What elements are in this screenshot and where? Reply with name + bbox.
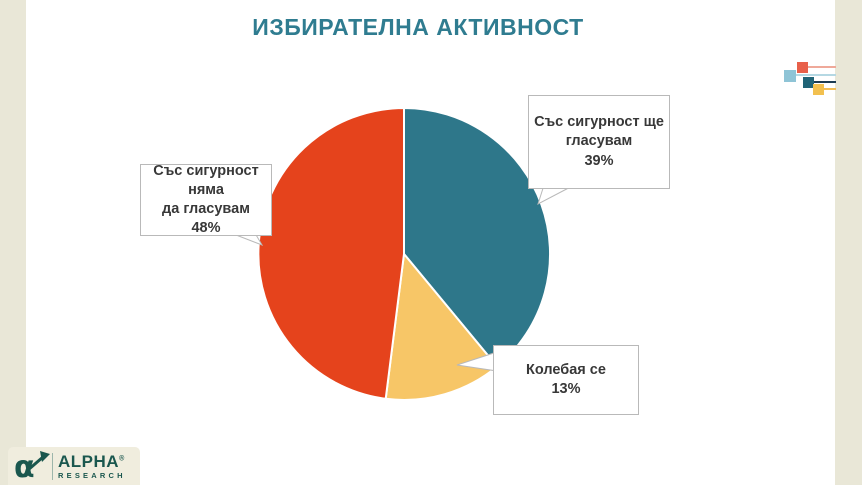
decor-square-light-blue xyxy=(784,70,796,82)
callout-value: 39% xyxy=(584,152,614,169)
decor-line-yellow xyxy=(822,88,836,90)
alpha-glyph-icon: α xyxy=(14,450,50,482)
decor-line-navy xyxy=(812,81,836,83)
callout-hesitant: Колебая се 13% xyxy=(493,345,639,415)
decor-line-pale-blue xyxy=(795,74,836,76)
callout-label-line: да гласувам xyxy=(162,201,250,217)
decor-square-yellow xyxy=(813,84,824,95)
logo-brand: ALPHA® xyxy=(58,451,125,471)
left-background-strip xyxy=(0,0,26,485)
callout-definitely-vote: Със сигурност ще гласувам 39% xyxy=(528,95,670,189)
logo-divider xyxy=(52,452,53,480)
logo-subtitle: RESEARCH xyxy=(58,470,126,480)
decor-square-coral xyxy=(797,62,808,73)
page-title: ИЗБИРАТЕЛНА АКТИВНОСТ xyxy=(252,14,584,40)
callout-value: 13% xyxy=(551,381,581,397)
callout-definitely-not-vote: Със сигурност няма да гласувам 48% xyxy=(140,162,272,237)
callout-label-line: Със сигурност няма xyxy=(153,162,259,198)
alpha-research-logo: α ALPHA® RESEARCH xyxy=(8,447,140,485)
pie-slice xyxy=(257,107,405,400)
svg-text:α: α xyxy=(14,450,35,482)
decor-square-dark-teal xyxy=(803,77,814,88)
pie-slice xyxy=(384,253,499,401)
callout-tail-hesitant xyxy=(456,351,498,372)
callout-value: 48% xyxy=(191,220,221,237)
registered-mark: ® xyxy=(119,455,125,463)
callout-label-line: Със сигурност ще xyxy=(534,114,664,131)
right-background-strip xyxy=(835,0,862,485)
callout-label-line: Колебая се xyxy=(526,361,606,378)
callout-label-line: гласувам xyxy=(565,133,633,150)
decor-line-salmon xyxy=(806,66,836,68)
